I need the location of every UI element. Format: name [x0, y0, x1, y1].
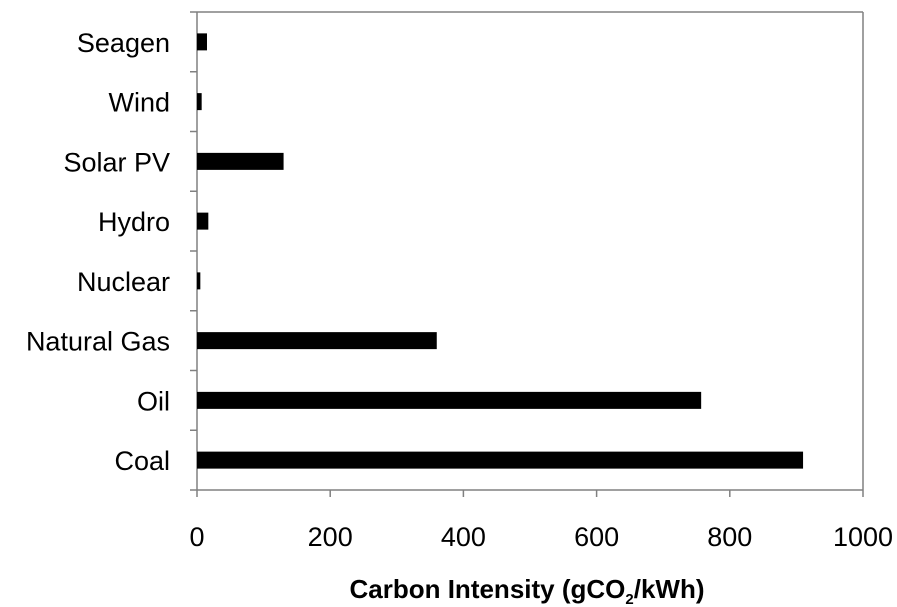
bars [197, 33, 804, 469]
bar-wind [197, 93, 202, 111]
bar-hydro [197, 212, 209, 230]
bar-solar-pv [197, 152, 284, 170]
x-tick-label: 400 [441, 522, 486, 552]
category-label-seagen: Seagen [77, 28, 170, 58]
y-axis-ticks [190, 11, 197, 491]
x-axis-ticks [196, 490, 864, 497]
x-axis-title-suffix: /kWh) [634, 574, 705, 604]
x-axis-title-prefix: Carbon Intensity (gCO [349, 574, 625, 604]
x-axis-title: Carbon Intensity (gCO2/kWh) [349, 574, 704, 607]
bar-natural-gas [197, 332, 437, 350]
bar-nuclear [197, 272, 201, 290]
bar-seagen [197, 33, 207, 51]
category-label-nuclear: Nuclear [77, 267, 170, 297]
x-tick-label: 600 [574, 522, 619, 552]
bar-coal [197, 451, 804, 469]
category-label-wind: Wind [108, 88, 170, 118]
category-label-natural-gas: Natural Gas [26, 327, 170, 357]
category-labels: Seagen Wind Solar PV Hydro Nuclear Natural Ga… [26, 28, 170, 476]
x-tick-label: 200 [308, 522, 353, 552]
x-tick-label: 800 [707, 522, 752, 552]
x-axis-title-subscript: 2 [625, 591, 633, 607]
plot-frame [196, 11, 864, 491]
x-tick-label: 0 [189, 522, 204, 552]
category-label-oil: Oil [137, 386, 170, 416]
category-label-hydro: Hydro [98, 207, 170, 237]
bar-oil [197, 391, 702, 409]
category-label-solar-pv: Solar PV [63, 147, 170, 177]
category-label-coal: Coal [114, 446, 170, 476]
x-tick-label: 1000 [833, 522, 893, 552]
x-tick-labels: 0 200 400 600 800 1000 [189, 522, 893, 552]
